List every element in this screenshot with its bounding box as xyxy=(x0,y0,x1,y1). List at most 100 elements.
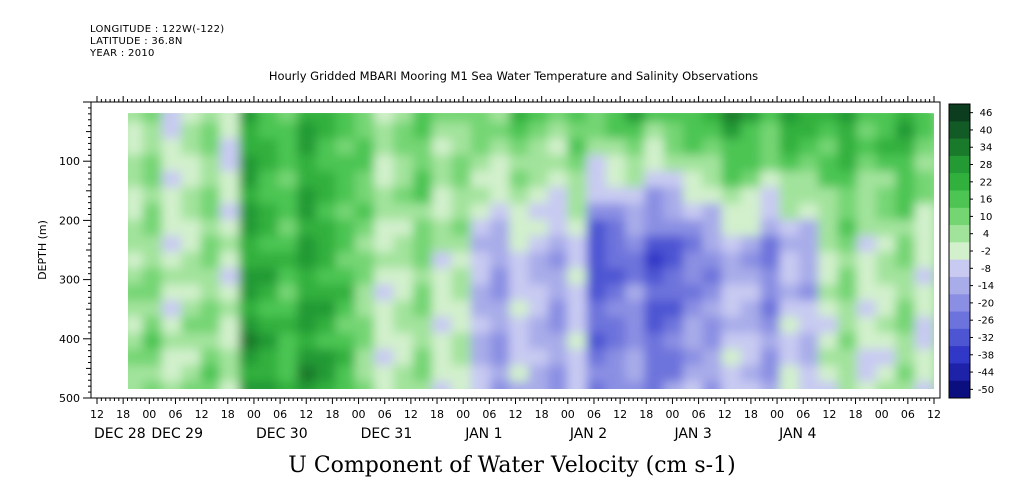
heatmap-cell xyxy=(683,187,704,204)
heatmap-cell xyxy=(914,113,934,123)
x-hour-tick-label: 00 xyxy=(352,408,366,421)
heatmap-cell xyxy=(128,268,144,285)
heatmap-cell xyxy=(161,349,183,366)
heatmap-cell xyxy=(798,300,820,317)
heatmap-cell xyxy=(856,138,878,155)
heatmap-cell xyxy=(760,300,781,317)
x-hour-tick-label: 12 xyxy=(822,408,836,421)
heatmap-cell xyxy=(779,187,800,204)
heatmap-cell xyxy=(605,381,627,389)
heatmap-cell xyxy=(316,332,337,350)
heatmap-cell xyxy=(895,219,916,236)
heatmap-cell xyxy=(296,122,318,139)
heatmap-cell xyxy=(895,381,916,389)
heatmap-cell xyxy=(316,170,337,188)
heatmap-cell xyxy=(142,365,163,382)
y-tick-label: 100 xyxy=(59,155,80,168)
heatmap-cell xyxy=(181,113,202,123)
heatmap-cell xyxy=(528,268,549,285)
heatmap-cell xyxy=(818,113,839,123)
heatmap-cell xyxy=(277,365,298,382)
heatmap-cell xyxy=(740,332,762,350)
colorbar-label: 40 xyxy=(980,125,993,136)
heatmap-cell xyxy=(702,138,723,155)
heatmap-cell xyxy=(914,138,934,155)
heatmap-cell xyxy=(470,219,491,236)
heatmap-cell xyxy=(547,381,569,389)
heatmap-cell xyxy=(142,187,163,204)
heatmap-cell xyxy=(258,219,279,236)
heatmap-cell xyxy=(354,251,376,269)
heatmap-cell xyxy=(856,154,878,172)
heatmap-cell xyxy=(142,332,163,350)
heatmap-cell xyxy=(856,113,878,123)
heatmap-cell xyxy=(432,268,453,285)
heatmap-cell xyxy=(760,316,781,333)
heatmap-cell xyxy=(663,300,685,317)
heatmap-cell xyxy=(374,251,395,269)
heatmap-cell xyxy=(354,113,376,123)
heatmap-cell xyxy=(354,170,376,188)
heatmap-cell xyxy=(625,122,646,139)
heatmap-cell xyxy=(914,122,934,139)
heatmap-cell xyxy=(509,381,530,389)
heatmap-cell xyxy=(161,316,183,333)
heatmap-cell xyxy=(316,300,337,317)
x-hour-tick-label: 06 xyxy=(901,408,915,421)
heatmap-cell xyxy=(181,122,202,139)
heatmap-cell xyxy=(760,268,781,285)
heatmap-cell xyxy=(837,138,858,155)
heatmap-cell xyxy=(258,268,279,285)
heatmap-cell xyxy=(798,203,820,220)
heatmap-cell xyxy=(200,365,221,382)
heatmap-cell xyxy=(161,122,183,139)
heatmap-cell xyxy=(798,170,820,188)
heatmap-cell xyxy=(432,170,453,188)
heatmap-cell xyxy=(547,122,569,139)
heatmap-cell xyxy=(779,284,800,301)
heatmap-cell xyxy=(181,284,202,301)
heatmap-cell xyxy=(625,170,646,188)
heatmap-cell xyxy=(837,235,858,253)
heatmap-cell xyxy=(470,268,491,285)
x-hour-tick-label: 06 xyxy=(378,408,392,421)
heatmap-cell xyxy=(489,332,511,350)
heatmap-cell xyxy=(586,381,607,389)
x-hour-tick-label: 06 xyxy=(273,408,287,421)
heatmap-cell xyxy=(683,251,704,269)
heatmap-cell xyxy=(200,251,221,269)
heatmap-cell xyxy=(181,219,202,236)
heatmap-cell xyxy=(489,154,511,172)
heatmap-cell xyxy=(547,203,569,220)
heatmap-cell xyxy=(142,284,163,301)
heatmap-cell xyxy=(451,187,472,204)
heatmap-cell xyxy=(702,154,723,172)
heatmap-cell xyxy=(683,219,704,236)
heatmap-cell xyxy=(219,154,240,172)
heatmap-cell xyxy=(142,300,163,317)
heatmap-cell xyxy=(547,300,569,317)
heatmap-cell xyxy=(470,300,491,317)
heatmap-cell xyxy=(412,332,434,350)
heatmap-cell xyxy=(779,349,800,366)
heatmap-cell xyxy=(818,203,839,220)
heatmap-cell xyxy=(779,316,800,333)
heatmap-cell xyxy=(128,170,144,188)
heatmap-cell xyxy=(876,332,897,350)
heatmap-cell xyxy=(200,268,221,285)
heatmap-cell xyxy=(470,284,491,301)
heatmap-cell xyxy=(238,349,260,366)
heatmap-cell xyxy=(432,251,453,269)
heatmap-cell xyxy=(895,203,916,220)
heatmap-cell xyxy=(644,203,665,220)
heatmap-cell xyxy=(354,203,376,220)
heatmap-cell xyxy=(335,332,356,350)
heatmap-cell xyxy=(605,138,627,155)
heatmap-cell xyxy=(335,170,356,188)
heatmap-cell xyxy=(161,332,183,350)
heatmap-cell xyxy=(354,138,376,155)
heatmap-cell xyxy=(567,300,588,317)
heatmap-cell xyxy=(567,268,588,285)
x-hour-tick-label: 00 xyxy=(142,408,156,421)
heatmap-cell xyxy=(779,113,800,123)
